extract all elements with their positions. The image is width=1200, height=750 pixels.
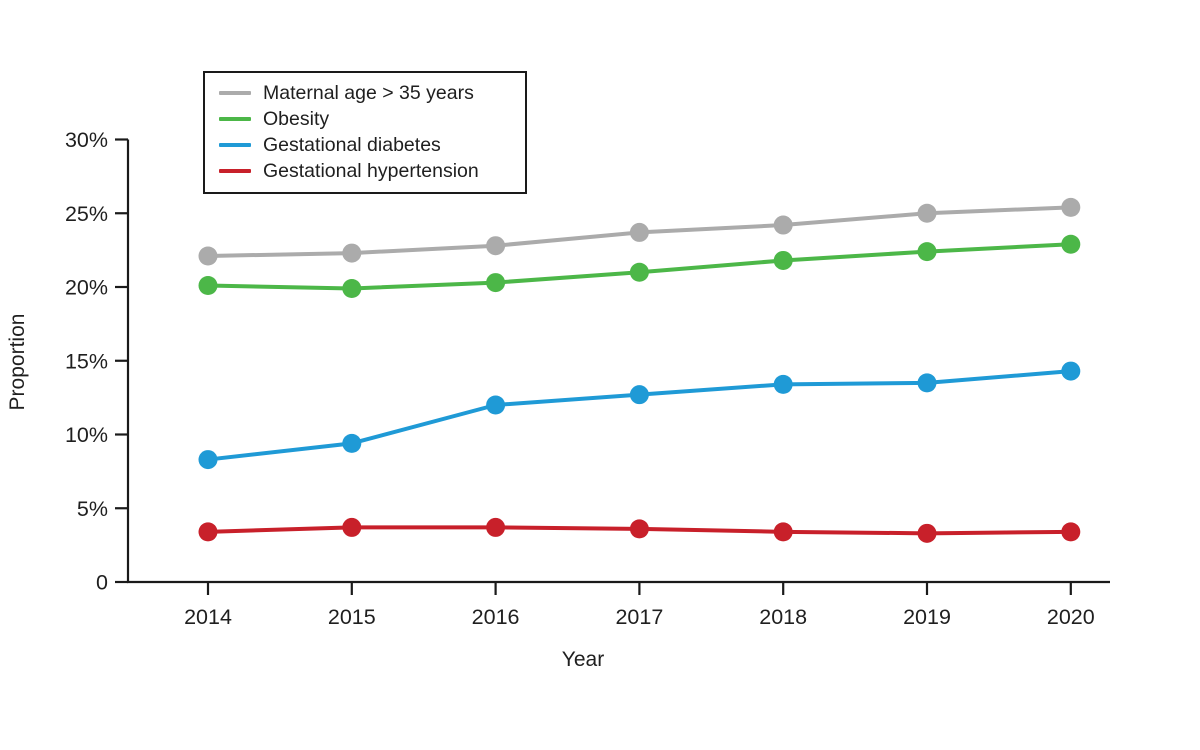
chart-legend: Maternal age > 35 years Obesity Gestatio… bbox=[203, 71, 527, 194]
legend-swatch-gestational-hypertension bbox=[219, 169, 251, 173]
legend-swatch-gestational-diabetes bbox=[219, 143, 251, 147]
y-tick-label: 0 bbox=[96, 571, 108, 595]
data-point-marker bbox=[917, 203, 937, 223]
data-point-marker bbox=[629, 222, 649, 242]
x-tick-label: 2015 bbox=[328, 605, 376, 629]
y-tick-label: 20% bbox=[65, 276, 108, 300]
legend-item-obesity: Obesity bbox=[219, 106, 513, 132]
legend-item-gestational-diabetes: Gestational diabetes bbox=[219, 132, 513, 158]
data-point-marker bbox=[342, 278, 362, 298]
x-tick-label: 2019 bbox=[903, 605, 951, 629]
data-point-marker bbox=[1061, 522, 1081, 542]
data-point-marker bbox=[917, 373, 937, 393]
data-point-marker bbox=[486, 236, 506, 256]
y-tick-label: 25% bbox=[65, 202, 108, 226]
y-tick-label: 30% bbox=[65, 128, 108, 152]
data-point-marker bbox=[773, 250, 793, 270]
legend-swatch-maternal-age bbox=[219, 91, 251, 95]
data-point-marker bbox=[629, 519, 649, 539]
legend-label-gestational-hypertension: Gestational hypertension bbox=[263, 160, 479, 182]
legend-label-gestational-diabetes: Gestational diabetes bbox=[263, 134, 441, 156]
series-line bbox=[206, 369, 1073, 462]
x-axis-title: Year bbox=[561, 648, 605, 671]
y-tick-label: 15% bbox=[65, 349, 108, 373]
legend-swatch-obesity bbox=[219, 117, 251, 121]
data-point-marker bbox=[198, 276, 218, 296]
data-point-marker bbox=[486, 517, 506, 537]
x-tick-label: 2014 bbox=[184, 605, 232, 629]
data-point-marker bbox=[342, 433, 362, 453]
x-tick-label: 2017 bbox=[615, 605, 663, 629]
data-point-marker bbox=[1061, 197, 1081, 217]
legend-item-gestational-hypertension: Gestational hypertension bbox=[219, 158, 513, 184]
data-point-marker bbox=[342, 517, 362, 537]
data-point-marker bbox=[198, 450, 218, 470]
legend-item-maternal-age: Maternal age > 35 years bbox=[219, 80, 513, 106]
x-tick-label: 2020 bbox=[1047, 605, 1095, 629]
data-point-marker bbox=[1061, 234, 1081, 254]
legend-label-maternal-age: Maternal age > 35 years bbox=[263, 82, 474, 104]
data-point-marker bbox=[917, 242, 937, 262]
data-point-marker bbox=[198, 246, 218, 266]
y-axis-title: Proportion bbox=[6, 313, 29, 411]
data-point-marker bbox=[629, 385, 649, 405]
data-point-marker bbox=[342, 243, 362, 263]
x-tick-label: 2016 bbox=[472, 605, 520, 629]
legend-label-obesity: Obesity bbox=[263, 108, 330, 130]
x-tick-label: 2018 bbox=[759, 605, 807, 629]
data-point-marker bbox=[1061, 361, 1081, 381]
data-point-marker bbox=[486, 395, 506, 415]
data-point-marker bbox=[773, 522, 793, 542]
data-point-marker bbox=[773, 374, 793, 394]
data-point-marker bbox=[486, 273, 506, 293]
data-point-marker bbox=[917, 523, 937, 543]
data-point-marker bbox=[198, 522, 218, 542]
data-point-marker bbox=[773, 215, 793, 235]
data-point-marker bbox=[629, 262, 649, 282]
y-tick-label: 10% bbox=[65, 423, 108, 447]
y-tick-label: 5% bbox=[77, 497, 108, 521]
